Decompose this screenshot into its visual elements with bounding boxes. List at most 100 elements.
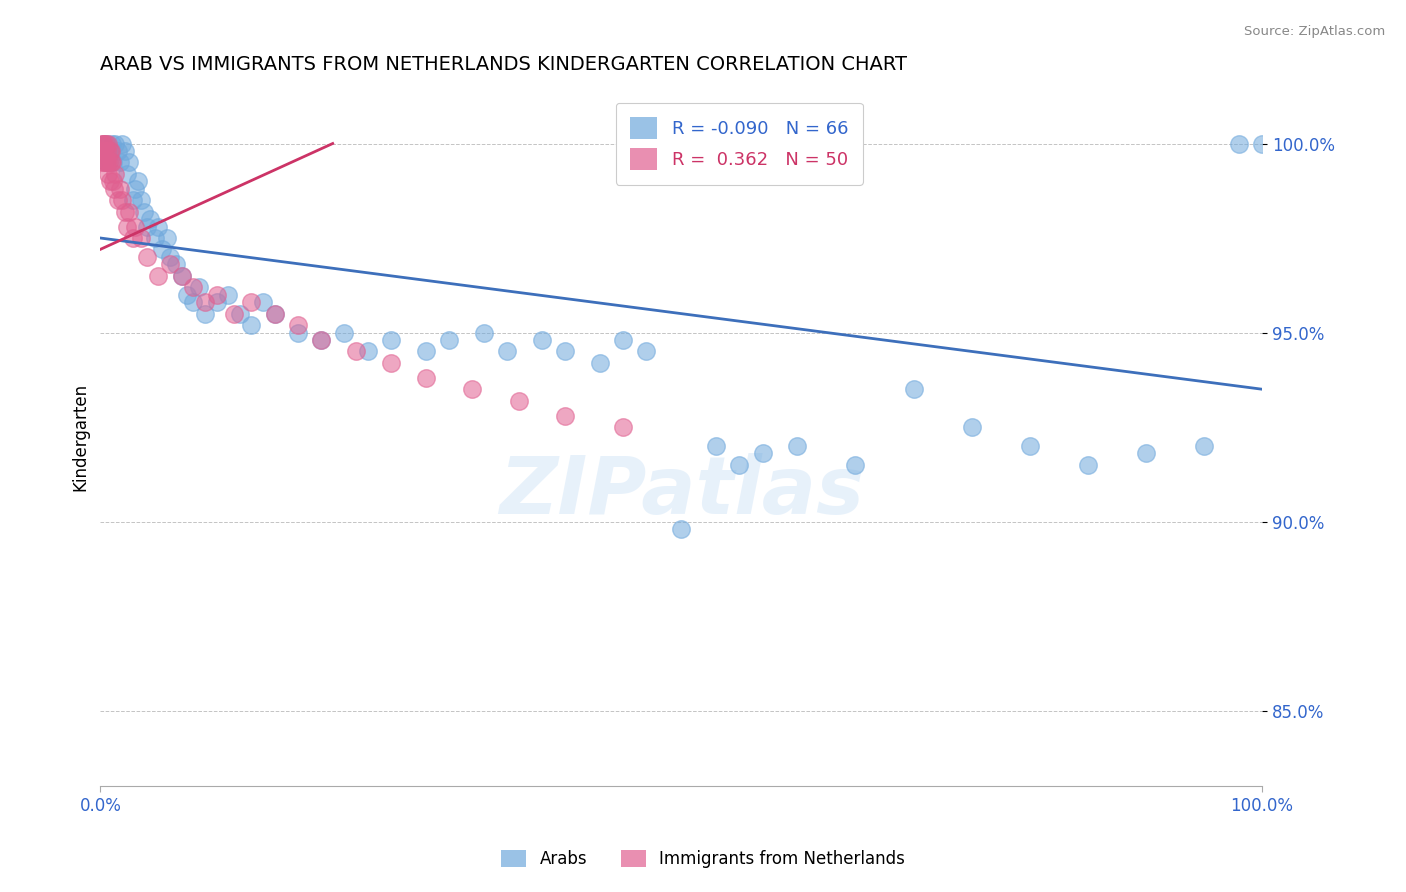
- Point: [287, 318, 309, 332]
- Point: [93, 136, 115, 151]
- Point: [205, 295, 228, 310]
- Point: [97, 167, 120, 181]
- Point: [115, 167, 138, 181]
- Point: [344, 344, 367, 359]
- Point: [97, 136, 120, 151]
- Point: [91, 136, 114, 151]
- Point: [108, 182, 131, 196]
- Point: [181, 280, 204, 294]
- Point: [960, 420, 983, 434]
- Point: [134, 204, 156, 219]
- Point: [96, 136, 118, 151]
- Point: [263, 307, 285, 321]
- Point: [380, 333, 402, 347]
- Point: [1192, 439, 1215, 453]
- Point: [309, 333, 332, 347]
- Point: [165, 257, 187, 271]
- Point: [530, 333, 553, 347]
- Point: [728, 458, 751, 472]
- Point: [636, 344, 658, 359]
- Point: [333, 326, 356, 340]
- Point: [114, 204, 136, 219]
- Point: [148, 268, 170, 283]
- Point: [100, 144, 122, 158]
- Point: [135, 219, 157, 234]
- Y-axis label: Kindergarten: Kindergarten: [72, 383, 89, 491]
- Point: [101, 174, 124, 188]
- Point: [229, 307, 252, 321]
- Point: [111, 193, 134, 207]
- Point: [90, 155, 112, 169]
- Point: [170, 268, 193, 283]
- Point: [159, 257, 181, 271]
- Point: [94, 144, 117, 158]
- Point: [612, 333, 634, 347]
- Text: ARAB VS IMMIGRANTS FROM NETHERLANDS KINDERGARTEN CORRELATION CHART: ARAB VS IMMIGRANTS FROM NETHERLANDS KIND…: [100, 55, 907, 74]
- Text: ZIPatlas: ZIPatlas: [499, 453, 863, 532]
- Point: [1077, 458, 1099, 472]
- Point: [356, 344, 378, 359]
- Point: [903, 382, 925, 396]
- Point: [129, 231, 152, 245]
- Point: [101, 155, 124, 169]
- Text: Source: ZipAtlas.com: Source: ZipAtlas.com: [1244, 25, 1385, 38]
- Point: [111, 136, 134, 151]
- Point: [98, 144, 121, 158]
- Point: [176, 287, 198, 301]
- Point: [1018, 439, 1040, 453]
- Point: [181, 295, 204, 310]
- Point: [240, 318, 263, 332]
- Point: [704, 439, 727, 453]
- Point: [104, 167, 127, 181]
- Point: [107, 193, 129, 207]
- Point: [380, 356, 402, 370]
- Point: [1227, 136, 1250, 151]
- Point: [122, 231, 145, 245]
- Point: [554, 344, 576, 359]
- Point: [496, 344, 519, 359]
- Point: [115, 219, 138, 234]
- Point: [554, 409, 576, 423]
- Point: [150, 243, 173, 257]
- Point: [217, 287, 239, 301]
- Point: [240, 295, 263, 310]
- Point: [114, 144, 136, 158]
- Point: [263, 307, 285, 321]
- Point: [94, 155, 117, 169]
- Point: [589, 356, 612, 370]
- Point: [1135, 446, 1157, 460]
- Point: [194, 295, 217, 310]
- Point: [287, 326, 309, 340]
- Point: [415, 344, 437, 359]
- Point: [148, 219, 170, 234]
- Point: [135, 250, 157, 264]
- Point: [93, 136, 115, 151]
- Point: [96, 155, 118, 169]
- Point: [122, 193, 145, 207]
- Point: [118, 204, 141, 219]
- Point: [612, 420, 634, 434]
- Point: [188, 280, 211, 294]
- Point: [98, 174, 121, 188]
- Point: [1251, 136, 1274, 151]
- Point: [415, 371, 437, 385]
- Point: [155, 231, 177, 245]
- Point: [96, 136, 118, 151]
- Point: [100, 155, 122, 169]
- Point: [786, 439, 808, 453]
- Point: [101, 136, 124, 151]
- Point: [103, 182, 125, 196]
- Point: [143, 231, 166, 245]
- Point: [108, 155, 131, 169]
- Point: [93, 155, 115, 169]
- Point: [124, 182, 146, 196]
- Point: [309, 333, 332, 347]
- Point: [194, 307, 217, 321]
- Point: [437, 333, 460, 347]
- Point: [118, 155, 141, 169]
- Point: [91, 144, 114, 158]
- Point: [139, 212, 162, 227]
- Point: [127, 174, 149, 188]
- Legend: Arabs, Immigrants from Netherlands: Arabs, Immigrants from Netherlands: [495, 843, 911, 875]
- Point: [170, 268, 193, 283]
